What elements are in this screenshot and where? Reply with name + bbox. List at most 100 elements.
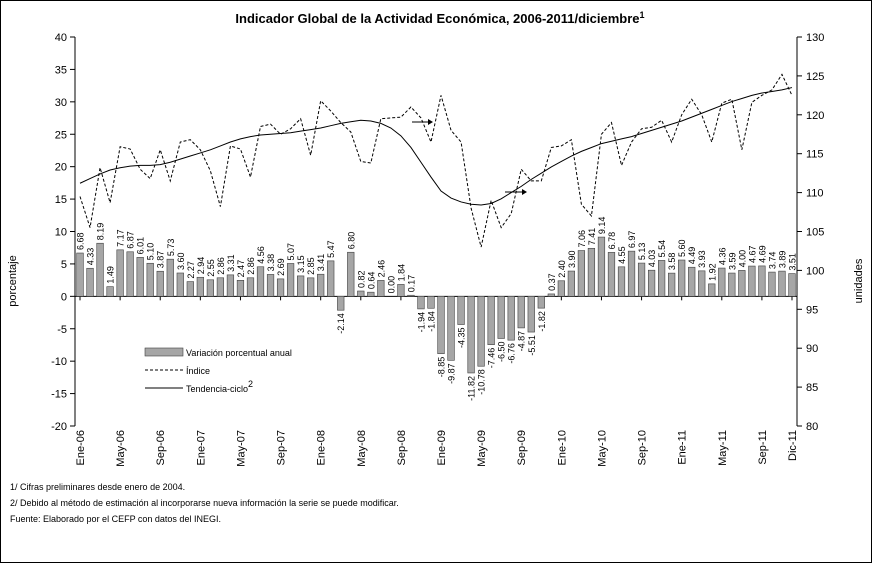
bar [166,258,174,297]
bar [437,296,445,355]
data-label: 6.78 [607,232,617,250]
bar [116,249,124,297]
bar [176,272,184,297]
data-label: 2.85 [306,257,316,275]
bar [146,262,154,297]
bar [86,267,94,297]
footnote: Fuente: Elaborado por el CEFP con datos … [10,514,221,524]
data-label: 4.69 [757,245,767,263]
x-tick-label: Sep-08 [396,430,408,465]
y2-tick-label: 125 [806,71,824,83]
bar [76,252,84,297]
bar [226,274,235,297]
data-label: 3.41 [316,254,326,272]
y2-tick-label: 130 [806,32,824,44]
bar [407,294,415,297]
data-label: 4.33 [86,248,96,266]
bar [266,274,275,297]
y-tick-label: -15 [51,389,67,401]
bar [357,290,365,297]
legend-label: Tendencia-ciclo2 [186,379,253,394]
y2-tick-label: 85 [806,382,818,394]
bar [708,283,716,297]
data-label: 3.15 [296,255,306,273]
data-label: 7.17 [116,229,126,247]
bar [417,296,425,310]
bar [778,270,786,297]
data-label: 3.93 [697,250,707,268]
y2-tick-label: 105 [806,227,824,239]
bar [728,272,736,297]
data-label: 2.86 [216,257,226,275]
data-label: 4.67 [747,246,757,264]
data-label: 5.10 [146,243,156,261]
data-label: 2.55 [206,259,216,277]
data-label: 2.27 [186,261,196,279]
x-tick-label: Sep-09 [516,430,528,465]
data-label: -6.50 [497,341,507,362]
y2-tick-label: 95 [806,304,818,316]
x-tick-label: May-06 [115,430,127,467]
bar [467,296,475,374]
data-label: 6.87 [126,231,136,249]
y2-axis-label: unidades [853,258,865,303]
data-label: -6.76 [507,343,517,364]
bar [327,260,335,297]
bar [617,266,626,297]
bar [136,257,144,297]
line [79,87,793,206]
data-label: 0.17 [406,275,416,293]
bar [637,262,646,297]
bar [507,296,515,341]
x-tick-label: Sep-06 [155,430,167,465]
bar [276,278,285,297]
x-tick-label: Ene-09 [436,430,448,465]
x-tick-label: Ene-06 [75,430,87,465]
y-tick-label: 25 [55,129,67,141]
data-label: 2.40 [557,260,567,278]
x-tick-label: May-08 [356,430,368,467]
data-label: 3.58 [667,253,677,271]
data-label: 3.60 [176,252,186,270]
data-label: 5.60 [677,239,687,257]
bar [337,296,345,311]
x-tick-label: May-07 [235,430,247,467]
data-label: -10.78 [477,369,487,395]
bar [246,277,255,297]
bar [96,242,104,297]
y-tick-label: 0 [61,291,67,303]
y-tick-label: 15 [55,194,67,206]
data-label: 3.89 [777,251,787,269]
title-note: 1 [640,10,645,20]
footnote: 2/ Debido al método de estimación al inc… [10,498,399,508]
bar [367,291,375,297]
bar [738,270,746,297]
bar [196,276,204,297]
data-label: 2.47 [236,260,246,278]
legend-name: Tendencia-ciclo [186,384,248,394]
data-label: -1.94 [416,312,426,333]
y-tick-label: 30 [55,97,67,109]
y-tick-label: -10 [51,356,67,368]
data-label: 4.56 [256,246,266,264]
data-label: 7.06 [577,230,587,248]
data-label: 3.59 [727,253,737,271]
x-tick-label: Ene-10 [556,430,568,465]
y-tick-label: -5 [57,324,67,336]
bar [668,272,676,297]
data-label: 0.82 [356,270,366,288]
bar [627,250,636,297]
bar [236,280,245,297]
y-tick-label: 20 [55,162,67,174]
data-label: 6.01 [136,237,146,255]
bar [216,277,225,297]
data-label: 3.51 [787,253,797,271]
data-label: 9.14 [597,217,607,235]
data-label: 0.64 [366,272,376,290]
bar [577,250,586,297]
bar [587,247,596,297]
bar [126,251,134,297]
data-label: 4.55 [617,246,627,264]
